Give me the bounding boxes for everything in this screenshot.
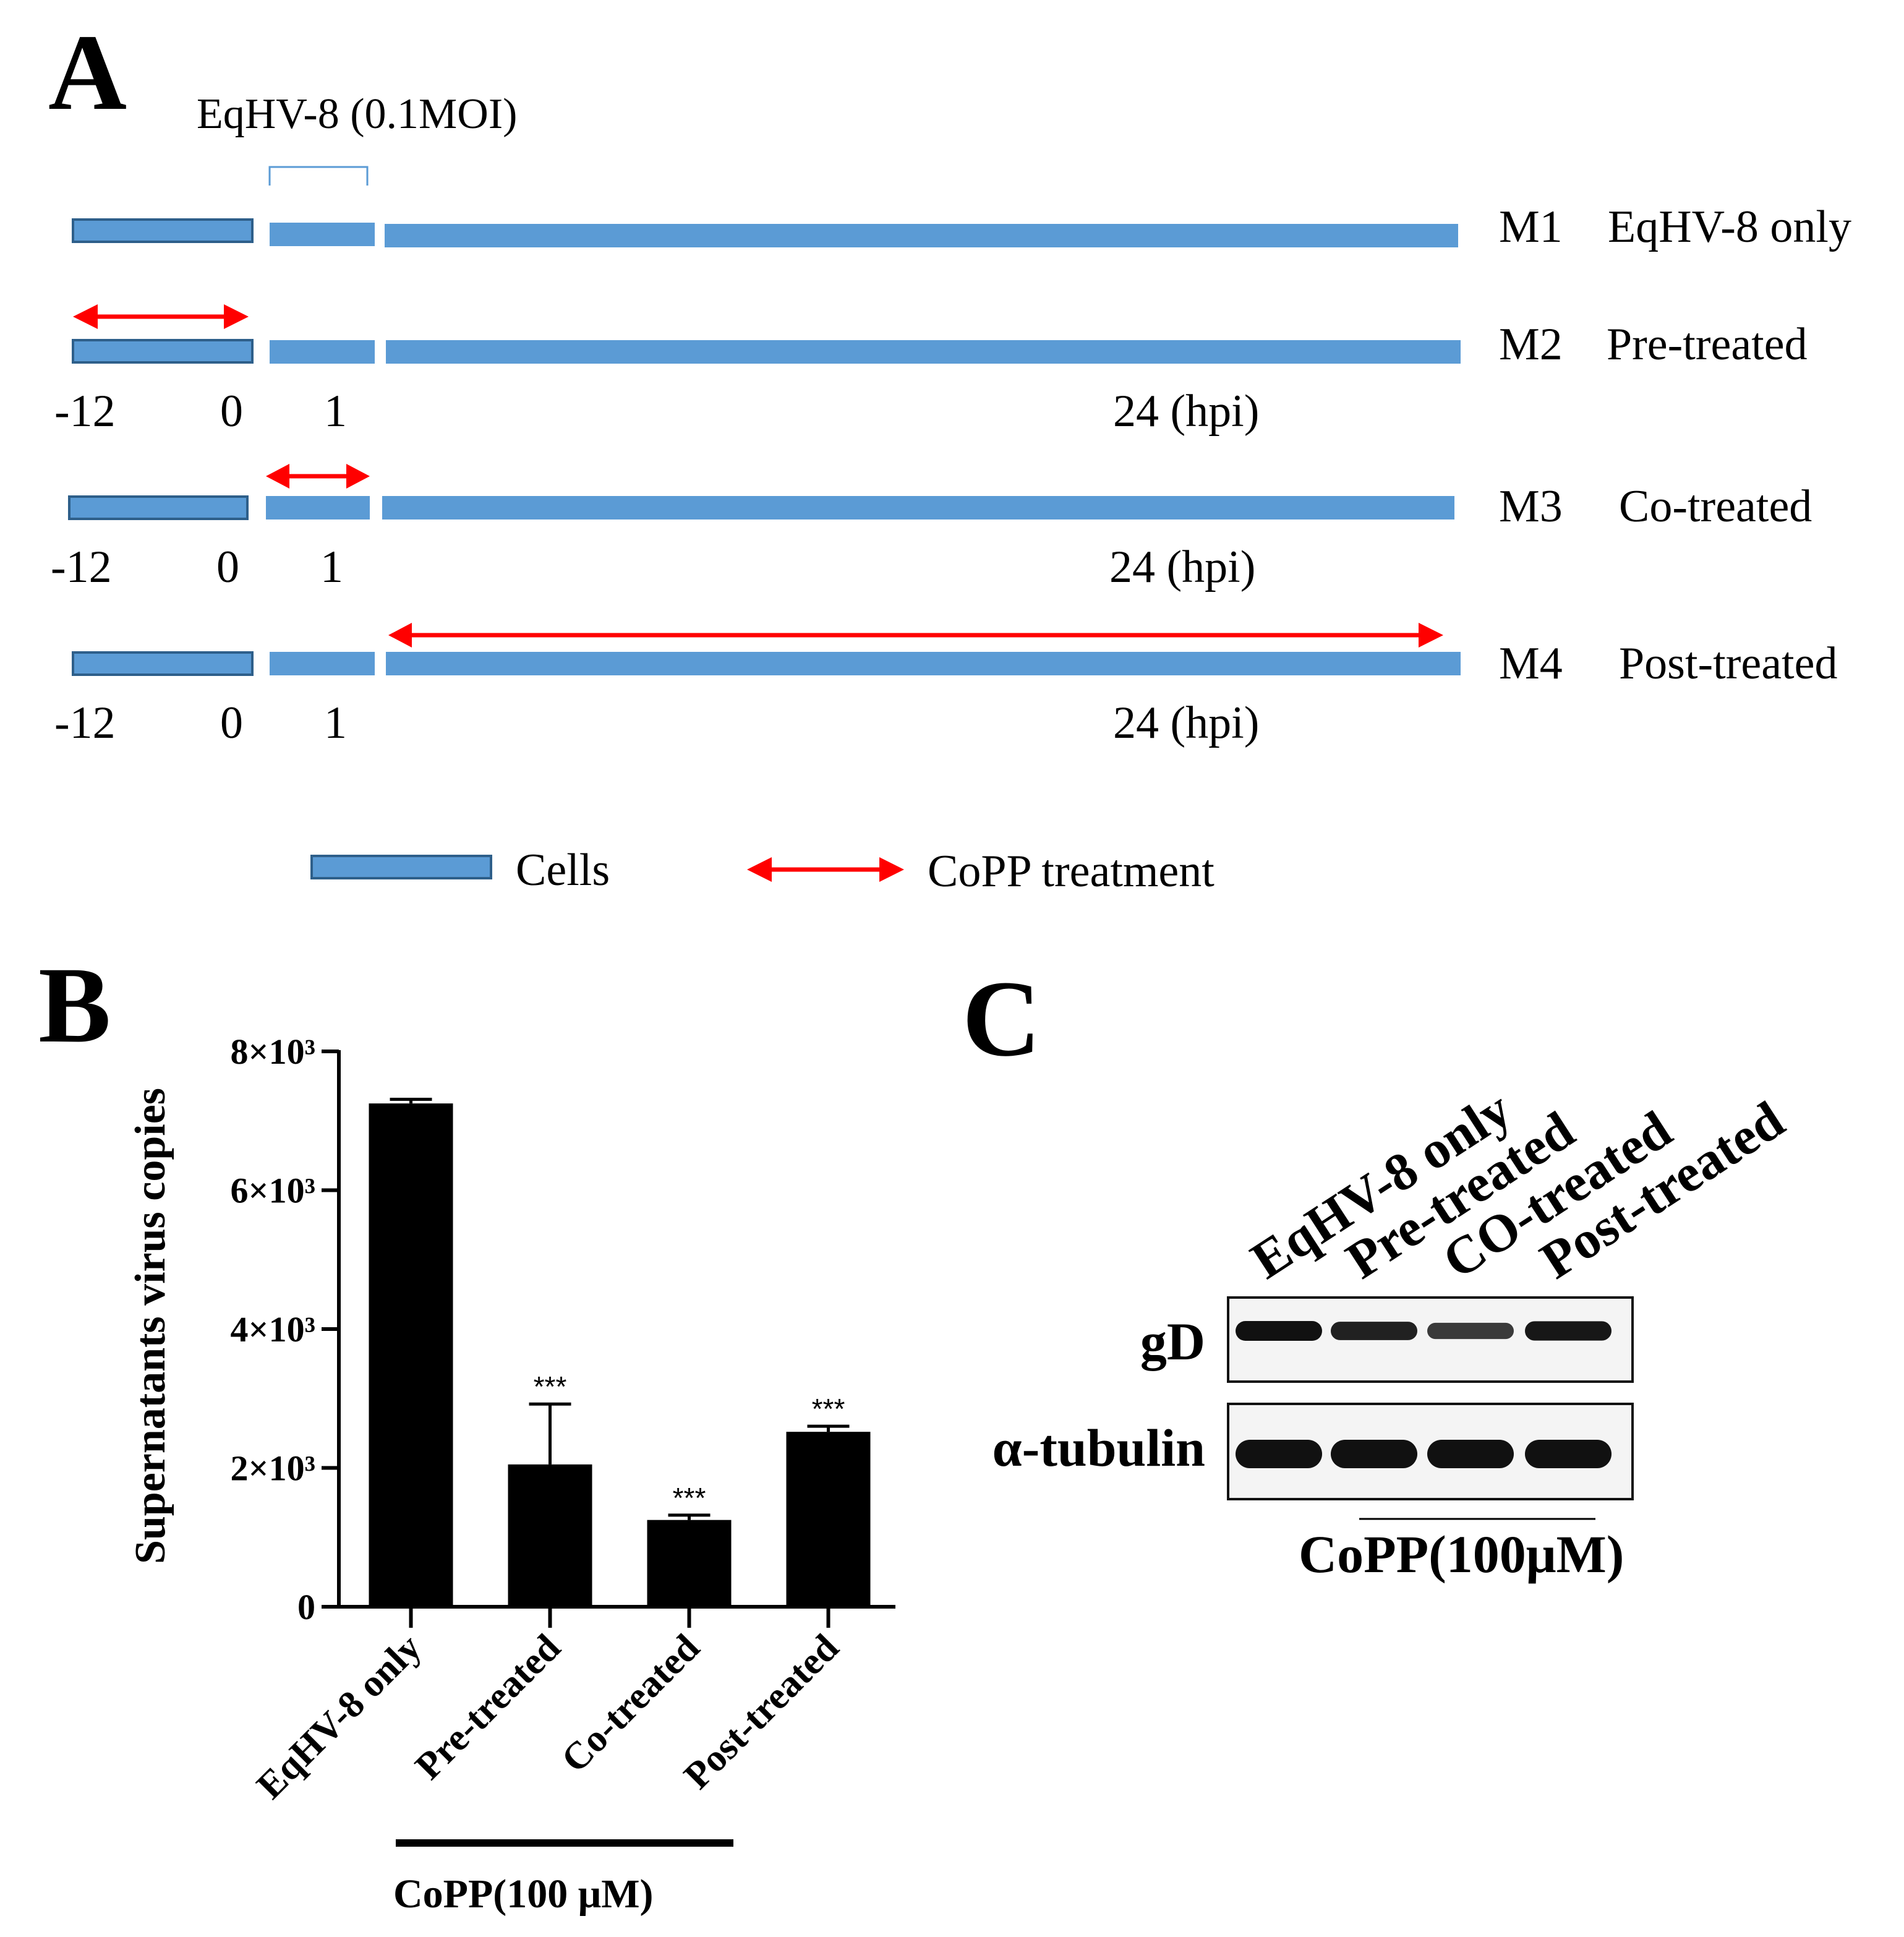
m2-tick-0: 0 <box>220 386 243 437</box>
m2-id: M2 <box>1499 319 1563 370</box>
m3-treatment-arrow <box>266 464 370 489</box>
m4-tick-0: 0 <box>220 698 243 748</box>
m2-tick-24hpi: 24 (hpi) <box>1113 386 1260 437</box>
panel-b-letter: B <box>38 945 111 1066</box>
m3-preincubation-bar <box>68 495 249 520</box>
m2-label: Pre-treated <box>1607 319 1808 370</box>
m3-id: M3 <box>1499 481 1563 532</box>
blot-band <box>1331 1440 1417 1468</box>
m1-preincubation-bar <box>72 218 254 243</box>
m2-preincubation-bar <box>72 339 254 364</box>
blot-band <box>1427 1440 1514 1468</box>
blot-band <box>1331 1322 1417 1340</box>
panel-c-letter: C <box>962 959 1041 1079</box>
blot-band <box>1236 1321 1322 1341</box>
blot-band <box>1525 1440 1612 1468</box>
blot-label-alpha-tubulin: α-tubulin <box>992 1418 1205 1477</box>
y-tick-label: 6×10³ <box>231 1171 315 1211</box>
m1-infection-bar <box>270 223 375 246</box>
panel-c-group-label: CoPP(100μM) <box>1299 1524 1624 1584</box>
legend-treatment-arrow <box>747 857 904 882</box>
m2-treatment-arrow <box>73 304 249 329</box>
m3-tick-0: 0 <box>216 542 239 592</box>
m3-infection-bar <box>266 496 370 520</box>
m4-infection-bar <box>270 652 375 675</box>
y-tick-label: 2×10³ <box>231 1448 315 1489</box>
y-tick-label: 0 <box>297 1587 315 1627</box>
m4-preincubation-bar <box>72 651 254 676</box>
m3-tick-minus12: -12 <box>51 542 112 592</box>
bar <box>647 1520 732 1607</box>
m3-culture-bar <box>382 496 1454 520</box>
m4-id: M4 <box>1499 638 1563 689</box>
m2-culture-bar <box>386 340 1461 364</box>
blot-band <box>1427 1322 1514 1340</box>
blot-label-gD: gD <box>1140 1312 1205 1371</box>
m3-tick-1: 1 <box>320 542 343 592</box>
m4-tick-1: 1 <box>324 698 347 748</box>
m2-tick-1: 1 <box>324 386 347 437</box>
m2-tick-minus12: -12 <box>54 386 116 437</box>
y-tick-label: 8×10³ <box>231 1032 315 1072</box>
m2-infection-bar <box>270 340 375 364</box>
m4-tick-minus12: -12 <box>54 698 116 748</box>
m4-culture-bar <box>386 652 1461 675</box>
panel-a-letter: A <box>48 12 127 133</box>
significance-label: *** <box>534 1370 567 1403</box>
significance-label: *** <box>673 1482 706 1514</box>
m1-culture-bar <box>385 224 1458 247</box>
blot-band <box>1525 1321 1612 1341</box>
blot-band <box>1236 1440 1322 1468</box>
legend-cells-label: Cells <box>516 845 610 896</box>
panel-b-group-label: CoPP(100 μM) <box>393 1871 654 1917</box>
bar <box>369 1103 453 1607</box>
y-tick-label: 4×10³ <box>231 1309 315 1349</box>
m1-label: EqHV-8 only <box>1608 202 1851 252</box>
m4-label: Post-treated <box>1619 638 1838 689</box>
legend-cells-swatch <box>310 855 492 879</box>
m4-tick-24hpi: 24 (hpi) <box>1113 698 1260 748</box>
inoculation-bracket <box>268 166 369 186</box>
m3-tick-24hpi: 24 (hpi) <box>1109 542 1256 592</box>
legend-treatment-label: CoPP treatment <box>928 846 1215 897</box>
virus-inoculum-label: EqHV-8 (0.1MOI) <box>197 90 518 138</box>
bar <box>508 1464 592 1607</box>
m1-id: M1 <box>1499 202 1563 252</box>
m3-label: Co-treated <box>1619 481 1812 532</box>
bar <box>786 1432 871 1607</box>
m4-treatment-arrow <box>388 623 1443 648</box>
significance-label: *** <box>812 1393 845 1425</box>
